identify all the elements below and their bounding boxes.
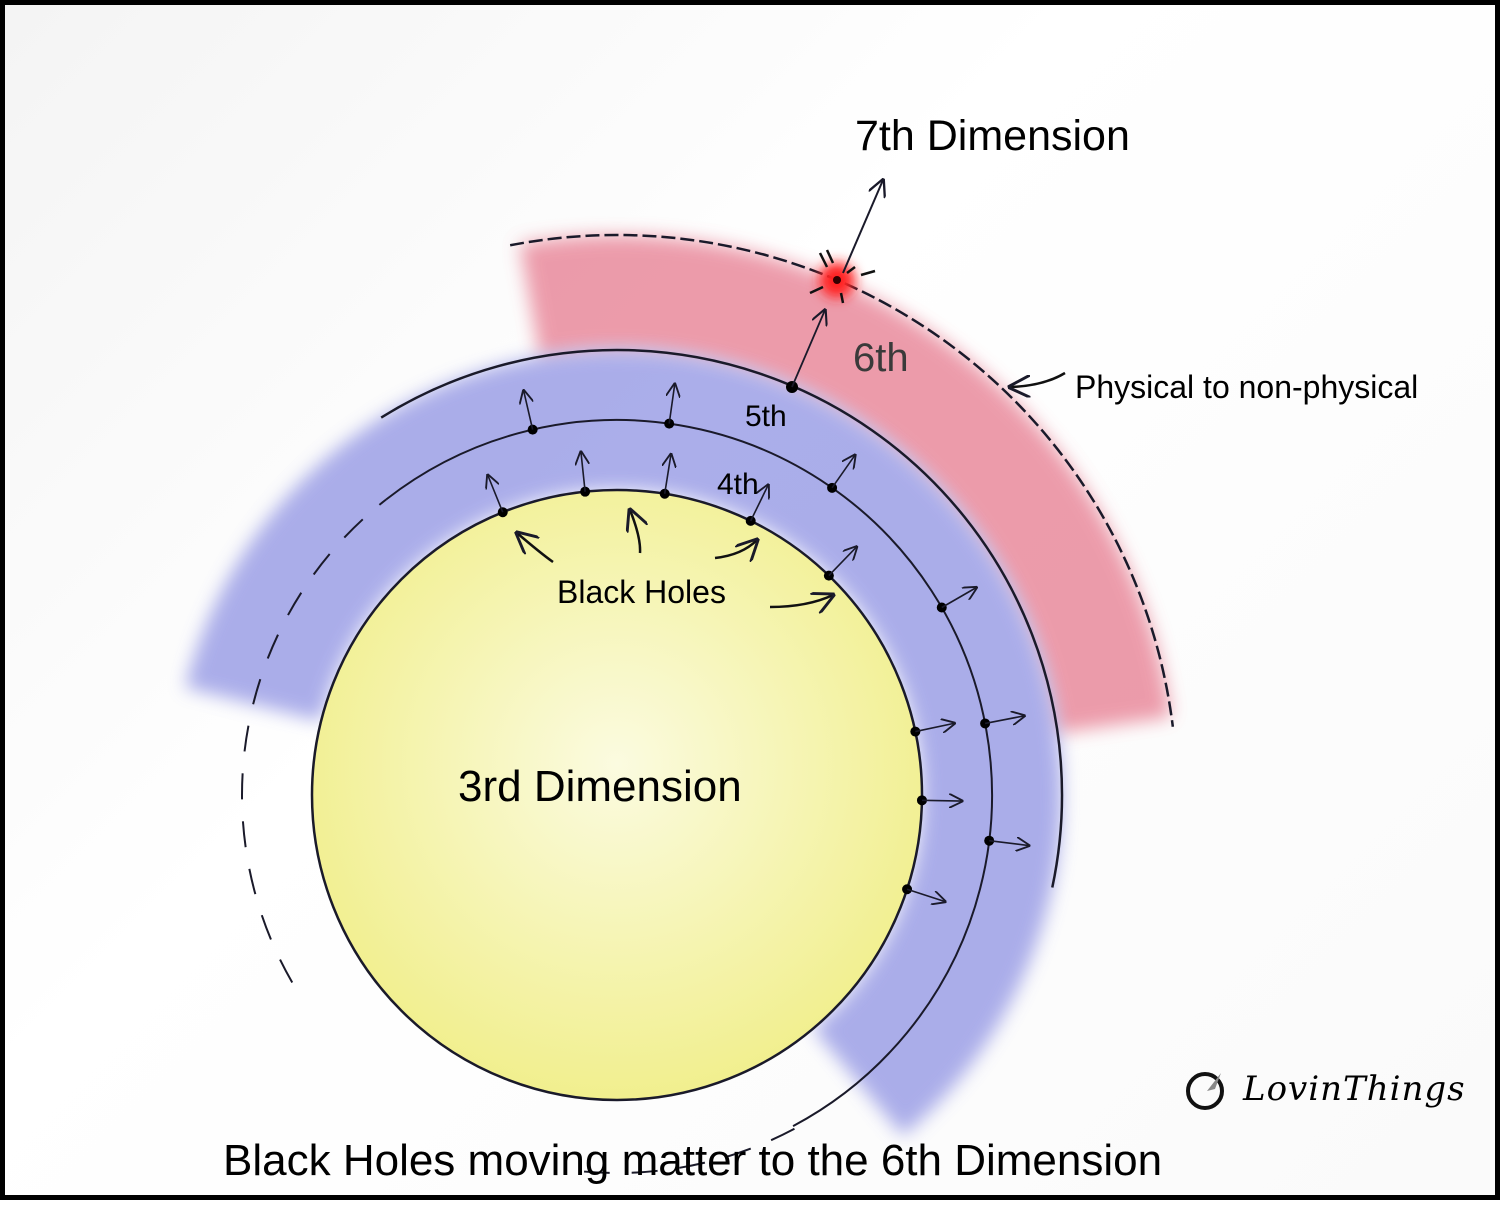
matter-arrow [524,391,533,430]
butterfly-circle-icon [1186,1072,1224,1110]
matter-arrow [921,800,962,801]
logo-text: LovinThings [1243,1069,1466,1109]
portal-ray [825,249,835,264]
matter-arrow [906,888,945,901]
fifth-label: 5th [745,400,787,433]
matter-arrow [581,452,585,492]
fourth-label: 4th [717,468,759,501]
logo: LovinThings [1185,1067,1466,1111]
black-holes-label: Black Holes [557,574,726,610]
portal-ray [839,292,845,304]
matter-arrow [749,485,769,522]
fourth-dimension-boundary [385,419,993,1127]
pointer-arrow [517,533,554,564]
dimensions-diagram [185,5,1175,1174]
matter-arrow [915,723,954,731]
pointer-arrow [769,595,833,607]
fourth-dimension-boundary-dashed [241,498,387,983]
matter-arrow [989,841,1029,846]
matter-arrow [941,588,977,609]
matter-arrow-to-sixth [791,310,825,388]
pointer-arrow [1010,371,1066,387]
portal-ray [860,269,876,277]
fourth-dimension-boundary-dashed-lower [583,1127,795,1174]
matter-arrow [488,475,504,513]
sixth-label: 6th [853,336,909,380]
portal-dot [833,276,841,284]
fifth-dimension-boundary [380,348,1064,888]
matter-arrow [984,716,1024,724]
portal-ray [846,266,856,274]
sixth-dimension-boundary [509,233,1175,727]
matter-arrow [665,454,671,494]
matter-arrow [831,455,855,489]
portal-ray [809,285,824,295]
seventh-dimension-label: 7th Dimension [855,112,1130,160]
third-dimension-sphere [310,488,924,1102]
third-dimension-label: 3rd Dimension [458,762,742,811]
matter-arrow [669,384,675,424]
sixth-dimension-band [519,235,1172,734]
arrow-to-seventh [842,180,883,274]
pointer-arrow [630,510,640,554]
portal-ray [818,252,829,268]
matter-arrow [828,547,857,577]
physical-to-non-physical-label: Physical to non-physical [1075,369,1419,405]
pointer-arrow [714,540,757,558]
caption: Black Holes moving matter to the 6th Dim… [223,1136,1163,1185]
